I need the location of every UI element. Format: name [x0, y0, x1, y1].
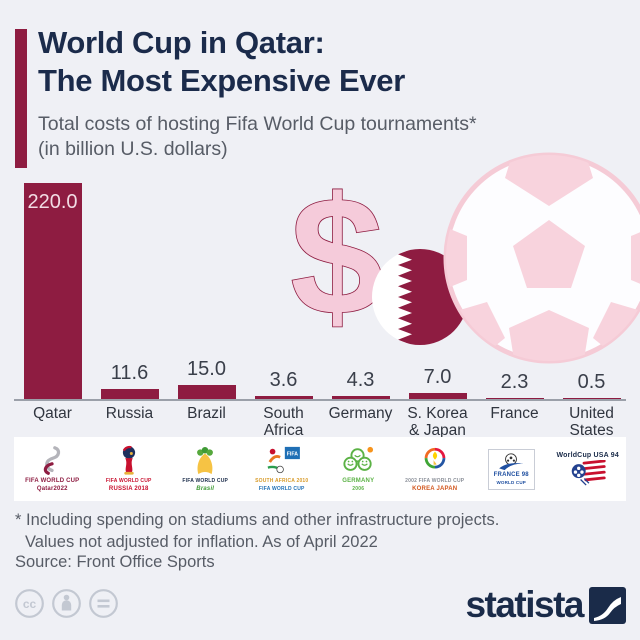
qatar-2022-emblem-icon	[43, 446, 61, 475]
france-98-emblem-icon	[499, 452, 524, 470]
south-africa-2010-logo: FIFA SOUTH AFRICA 2010 FIFA WORLD CUP	[244, 437, 321, 501]
logo-caption: RUSSIA 2018	[108, 486, 149, 492]
bar-value-label: 2.3	[500, 371, 529, 393]
bar-value-label: 15.0	[187, 358, 226, 380]
south-africa-2010-emblem-icon: FIFA	[267, 446, 300, 474]
bar-category-label: United States	[569, 405, 614, 439]
title-accent-bar	[15, 29, 27, 168]
logo-caption: Qatar2022	[36, 486, 68, 492]
license-icons: cc	[14, 588, 119, 619]
bar-value-label: 3.6	[269, 369, 298, 391]
cc-icon[interactable]: cc	[14, 588, 45, 619]
russia-2018-emblem-icon	[122, 445, 135, 475]
footnote-line-1: * Including spending on stadiums and oth…	[15, 511, 500, 529]
logo-caption: 2002 FIFA WORLD CUP	[405, 478, 465, 484]
statista-logo-icon	[589, 586, 626, 624]
x-axis-line	[14, 399, 626, 401]
usa-94-logo: WorldCup USA 94	[550, 437, 627, 501]
page-subtitle: Total costs of hosting Fifa World Cup to…	[38, 112, 477, 162]
chart-bar	[23, 183, 82, 400]
chart-bar	[177, 385, 236, 400]
page-title: World Cup in Qatar: The Most Expensive E…	[38, 24, 405, 100]
bar-category-label: Germany	[328, 405, 393, 422]
germany-2006-emblem-icon	[343, 446, 374, 471]
chart-bar	[100, 389, 159, 400]
footnote: * Including spending on stadiums and oth…	[15, 509, 499, 553]
logo-caption: FIFA WORLD CUP	[182, 478, 229, 484]
bar-category-label: France	[490, 405, 539, 422]
bar-category-label: South Africa	[263, 405, 304, 439]
brazil-2014-logo: FIFA WORLD CUP Brasil	[167, 437, 244, 501]
equal-icon[interactable]	[88, 588, 119, 619]
logo-caption: WorldCup USA 94	[556, 452, 619, 459]
france-98-logo: FRANCE 98 WORLD CUP	[473, 437, 550, 501]
brazil-2014-emblem-icon	[197, 446, 214, 475]
korea-japan-2002-emblem-icon	[424, 447, 446, 469]
bar-category-label: Russia	[105, 405, 154, 422]
germany-2006-logo: GERMANY 2006	[320, 437, 397, 501]
russia-2018-logo: FIFA WORLD CUP RUSSIA 2018	[91, 437, 168, 501]
source-credit: Source: Front Office Sports	[15, 553, 215, 571]
dollar-sign-icon: $	[284, 161, 390, 351]
logo-caption: FIFA WORLD CUP	[105, 478, 152, 484]
france-98-card: FRANCE 98 WORLD CUP	[487, 448, 535, 490]
logo-caption: FIFA WORLD CUP	[25, 478, 80, 484]
bar-value-label: 11.6	[110, 362, 149, 384]
bar-category-label: S. Korea & Japan	[407, 405, 468, 439]
logo-caption: FIFA WORLD CUP	[258, 486, 305, 492]
bar-value-label: 0.5	[577, 371, 606, 393]
footnote-line-2: Values not adjusted for inflation. As of…	[25, 533, 378, 551]
attribution-icon[interactable]	[51, 588, 82, 619]
fifa-flag-label: FIFA	[287, 451, 298, 457]
bar-value-label: 220.0	[27, 191, 78, 213]
bar-category-label: Brazil	[187, 405, 226, 422]
chart-bar	[254, 396, 313, 400]
statista-brand[interactable]: statista	[465, 584, 626, 626]
usa-94-emblem-icon	[571, 460, 606, 486]
bar-value-label: 7.0	[423, 366, 452, 388]
bar-category-label: Qatar	[33, 405, 72, 422]
title-line-1: World Cup in Qatar:	[38, 25, 325, 60]
logo-caption: SOUTH AFRICA 2010	[255, 478, 309, 484]
cc-label: cc	[23, 597, 37, 611]
logo-caption: WORLD CUP	[496, 479, 527, 485]
logo-caption: FRANCE 98	[493, 471, 529, 478]
title-line-2: The Most Expensive Ever	[38, 63, 405, 98]
chart-bar	[331, 396, 390, 400]
logo-caption: KOREA JAPAN	[412, 486, 458, 492]
statista-wordmark: statista	[465, 584, 584, 625]
subtitle-line-2: (in billion U.S. dollars)	[38, 138, 228, 160]
tournament-logo-strip: FIFA WORLD CUP Qatar2022 FIFA WORLD CUP …	[14, 437, 626, 501]
subtitle-line-1: Total costs of hosting Fifa World Cup to…	[38, 113, 477, 135]
chart-bar	[408, 393, 467, 400]
logo-caption: Brasil	[196, 486, 215, 492]
soccer-ball-icon	[443, 152, 640, 369]
logo-caption: 2006	[352, 486, 365, 492]
svg-text:$: $	[290, 166, 383, 342]
logo-caption: GERMANY	[342, 478, 375, 484]
bar-value-label: 4.3	[346, 369, 375, 391]
bar-chart-bars: 220.0 11.6 15.0 3.6 4.3 7.0 2.3 0.5	[23, 183, 621, 400]
korea-japan-2002-logo: 2002 FIFA WORLD CUP KOREA JAPAN	[397, 437, 474, 501]
qatar-2022-logo: FIFA WORLD CUP Qatar2022	[14, 437, 91, 501]
